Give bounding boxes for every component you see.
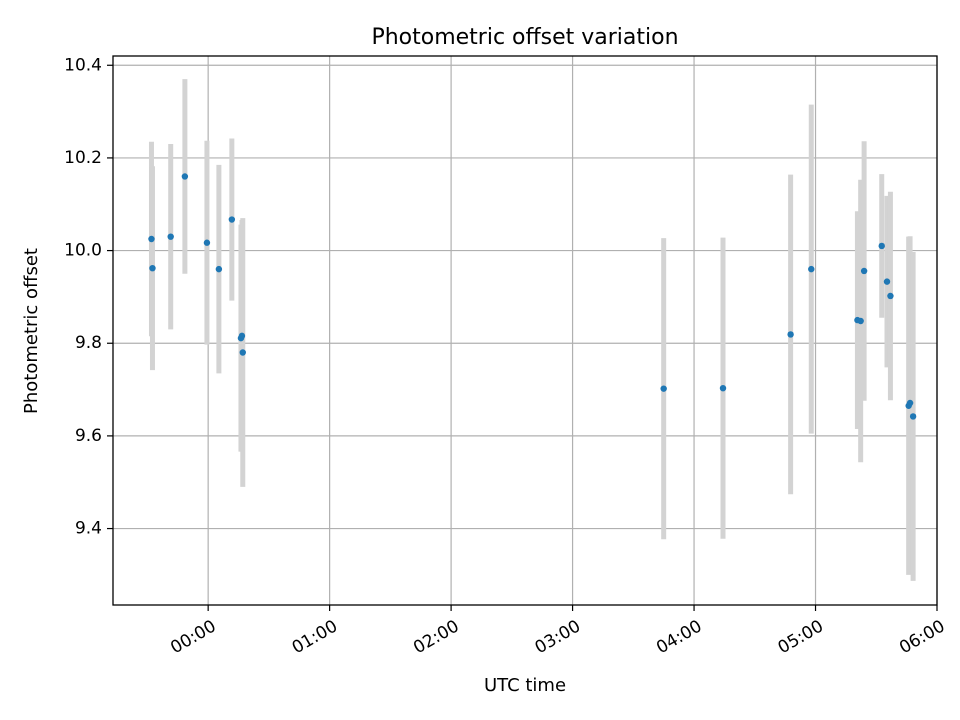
data-point <box>239 349 246 356</box>
data-point <box>149 264 156 272</box>
data-point <box>238 332 246 340</box>
data-points <box>148 173 917 420</box>
data-point <box>787 331 794 338</box>
y-axis-label: Photometric offset <box>21 248 42 414</box>
data-point <box>181 173 189 180</box>
x-axis-label: UTC time <box>484 675 566 696</box>
chart-title: Photometric offset variation <box>371 25 678 50</box>
data-point <box>148 235 155 243</box>
x-axis: 00:00 01:00 02:00 03:00 04:00 05:00 06:00 <box>167 605 949 658</box>
x-tick-label: 00:00 <box>167 616 219 658</box>
y-axis: 9.4 9.6 9.8 10.0 10.2 10.4 <box>64 55 113 539</box>
y-tick-label: 10.2 <box>64 148 102 168</box>
data-point <box>167 233 174 240</box>
data-point <box>203 239 211 246</box>
grid <box>113 56 938 605</box>
data-point <box>228 216 236 223</box>
data-point <box>887 292 894 300</box>
data-point <box>878 242 885 250</box>
x-tick-label: 01:00 <box>289 616 341 658</box>
data-point <box>860 267 868 275</box>
x-tick-label: 04:00 <box>653 616 705 658</box>
y-tick-label: 9.4 <box>75 519 102 539</box>
x-tick-label: 06:00 <box>896 616 948 658</box>
data-point <box>909 413 917 420</box>
plot-frame <box>112 55 938 606</box>
data-point <box>906 399 914 407</box>
y-tick-label: 10.0 <box>64 241 102 261</box>
data-point <box>215 265 223 273</box>
data-point <box>857 317 864 325</box>
x-tick-label: 02:00 <box>410 616 462 658</box>
data-point <box>883 278 891 285</box>
x-tick-label: 03:00 <box>532 616 584 658</box>
data-point <box>660 385 667 392</box>
error-bars <box>148 79 916 581</box>
y-tick-label: 9.6 <box>75 426 102 446</box>
y-tick-label: 10.4 <box>64 55 102 75</box>
x-tick-label: 05:00 <box>775 616 827 658</box>
data-point <box>808 265 815 273</box>
y-tick-label: 9.8 <box>75 333 102 353</box>
data-point <box>719 384 727 392</box>
